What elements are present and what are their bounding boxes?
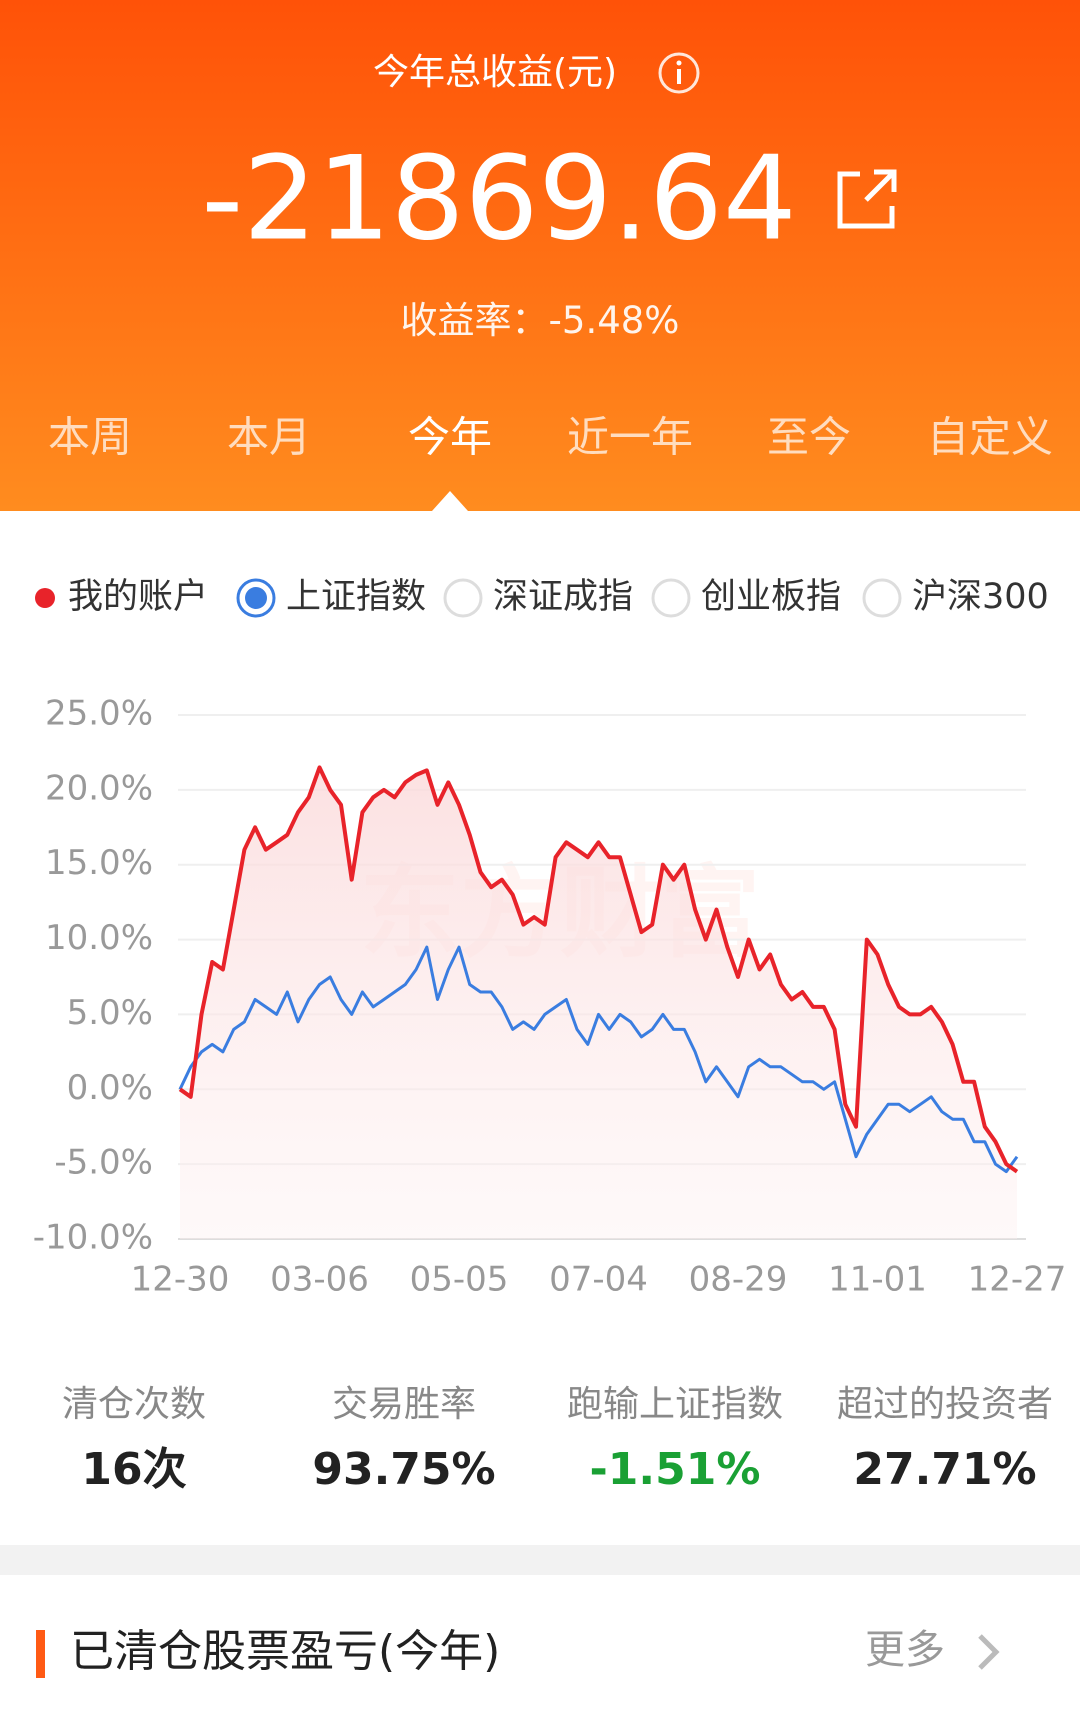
- y-tick-label: -5.0%: [54, 1143, 153, 1183]
- tab[interactable]: 近一年: [567, 413, 693, 462]
- radio[interactable]: [443, 578, 483, 618]
- return-rate: 收益率：-5.48%: [401, 299, 680, 342]
- tab[interactable]: 本月: [227, 413, 311, 462]
- stat-value: 27.71%: [853, 1444, 1036, 1495]
- index-option[interactable]: 深证成指: [493, 577, 633, 617]
- y-tick-label: 15.0%: [45, 843, 153, 883]
- radio[interactable]: [651, 578, 691, 618]
- info-icon[interactable]: [658, 52, 700, 94]
- area: [180, 767, 1017, 1239]
- x-tick-label: 12-27: [968, 1260, 1067, 1300]
- stat-label: 超过的投资者: [837, 1384, 1053, 1425]
- stat-label: 交易胜率: [332, 1384, 476, 1425]
- rate-value: -5.48%: [549, 299, 680, 342]
- legend-label[interactable]: 我的账户: [68, 577, 208, 617]
- chevron[interactable]: [978, 1634, 1000, 1670]
- rate-label: 收益率：: [401, 299, 549, 342]
- stat-label: 跑输上证指数: [567, 1384, 783, 1425]
- stat-value: 16次: [81, 1444, 186, 1495]
- x-tick-label: 03-06: [270, 1260, 369, 1300]
- stat-value: -1.51%: [590, 1444, 761, 1495]
- tab[interactable]: 至今: [767, 413, 851, 462]
- line: [178, 945, 1019, 1174]
- x-tick-label: 07-04: [549, 1260, 648, 1300]
- stat-value: 93.75%: [312, 1444, 495, 1495]
- y-tick-label: 20.0%: [45, 768, 153, 808]
- radio[interactable]: [862, 578, 902, 618]
- y-tick-label: 0.0%: [67, 1068, 153, 1108]
- more-link[interactable]: 更多: [865, 1627, 945, 1673]
- y-tick-label: -10.0%: [33, 1218, 153, 1258]
- index-option[interactable]: 沪深300: [912, 577, 1049, 617]
- x-tick-label: 11-01: [828, 1260, 927, 1300]
- stat-label: 清仓次数: [62, 1384, 206, 1425]
- header-bg: [0, 0, 1080, 511]
- header-title: 今年总收益(元): [373, 52, 617, 93]
- legend-dot: [35, 588, 55, 608]
- x-tick-label: 08-29: [689, 1260, 788, 1300]
- tab[interactable]: 自定义: [927, 413, 1053, 462]
- index-option[interactable]: 创业板指: [701, 577, 841, 617]
- radio-dot: [245, 587, 267, 609]
- y-tick-label: 10.0%: [45, 918, 153, 958]
- section-title: 已清仓股票盈亏(今年): [70, 1626, 500, 1677]
- tab[interactable]: 本周: [48, 413, 132, 462]
- line: [178, 765, 1019, 1174]
- total-amount: -21869.64: [201, 132, 796, 267]
- tab-notch: [432, 491, 468, 511]
- section-bar: [36, 1630, 45, 1678]
- x-tick-label: 05-05: [410, 1260, 509, 1300]
- x-tick-label: 12-30: [131, 1260, 230, 1300]
- y-tick-label: 5.0%: [67, 993, 153, 1033]
- share-icon[interactable]: [837, 169, 897, 229]
- tab[interactable]: 今年: [408, 413, 492, 462]
- legend-label[interactable]: 上证指数: [286, 577, 426, 617]
- divider: [0, 1545, 1080, 1575]
- y-tick-label: 25.0%: [45, 694, 153, 734]
